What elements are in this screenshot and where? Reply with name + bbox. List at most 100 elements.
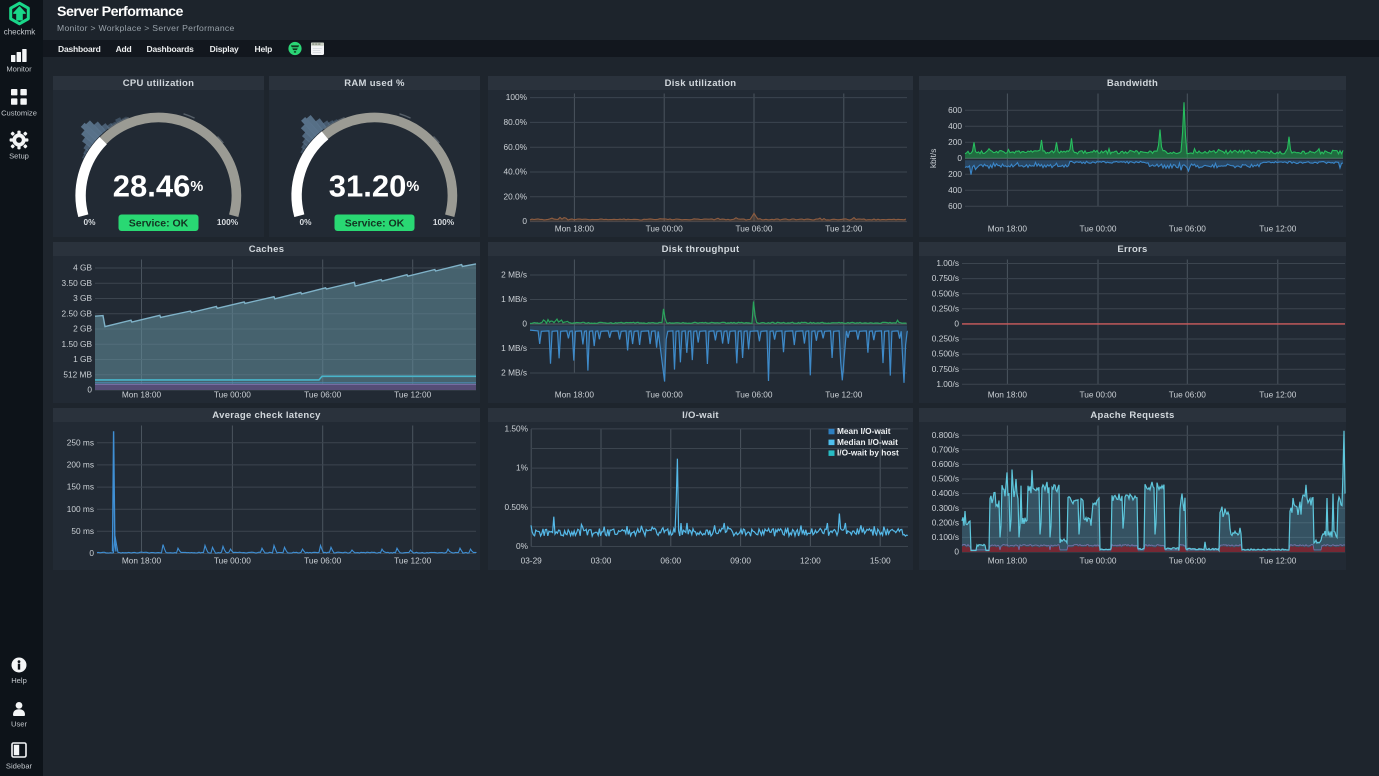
svg-text:28.46%: 28.46% bbox=[113, 169, 204, 204]
svg-text:0: 0 bbox=[957, 153, 962, 163]
svg-text:03:00: 03:00 bbox=[591, 556, 612, 566]
svg-text:3.50 GB: 3.50 GB bbox=[62, 278, 93, 288]
svg-text:0.750/s: 0.750/s bbox=[932, 273, 959, 283]
svg-text:3 GB: 3 GB bbox=[73, 293, 92, 303]
svg-text:512 MB: 512 MB bbox=[63, 369, 92, 379]
svg-text:Tue 12:00: Tue 12:00 bbox=[1259, 390, 1296, 400]
svg-text:Tue 12:00: Tue 12:00 bbox=[394, 556, 431, 566]
svg-text:Mon 18:00: Mon 18:00 bbox=[122, 556, 162, 566]
svg-text:0.700/s: 0.700/s bbox=[932, 444, 959, 454]
svg-text:100%: 100% bbox=[433, 217, 455, 227]
svg-text:20.0%: 20.0% bbox=[503, 191, 527, 201]
svg-text:0.400/s: 0.400/s bbox=[932, 488, 959, 498]
svg-text:2 GB: 2 GB bbox=[73, 324, 92, 334]
svg-text:Mon 18:00: Mon 18:00 bbox=[988, 390, 1028, 400]
svg-text:Tue 06:00: Tue 06:00 bbox=[1169, 224, 1206, 234]
svg-text:1 GB: 1 GB bbox=[73, 354, 92, 364]
svg-text:Setup: Setup bbox=[9, 152, 29, 161]
svg-text:1.00/s: 1.00/s bbox=[936, 379, 959, 389]
svg-text:Tue 06:00: Tue 06:00 bbox=[735, 390, 772, 400]
svg-text:Tue 12:00: Tue 12:00 bbox=[1259, 224, 1296, 234]
svg-text:Tue 00:00: Tue 00:00 bbox=[1079, 224, 1116, 234]
svg-text:Mon 18:00: Mon 18:00 bbox=[555, 224, 595, 234]
svg-text:0.500/s: 0.500/s bbox=[932, 288, 959, 298]
svg-text:150 ms: 150 ms bbox=[67, 482, 94, 492]
svg-text:400: 400 bbox=[948, 185, 962, 195]
svg-text:Tue 12:00: Tue 12:00 bbox=[825, 390, 862, 400]
svg-text:0%: 0% bbox=[300, 217, 313, 227]
svg-text:0.250/s: 0.250/s bbox=[932, 303, 959, 313]
svg-text:Tue 06:00: Tue 06:00 bbox=[304, 390, 341, 400]
svg-text:Tue 00:00: Tue 00:00 bbox=[214, 556, 251, 566]
svg-text:Mon 18:00: Mon 18:00 bbox=[988, 224, 1028, 234]
svg-text:100%: 100% bbox=[217, 217, 239, 227]
svg-text:0%: 0% bbox=[84, 217, 97, 227]
svg-text:I/O-wait by host: I/O-wait by host bbox=[837, 448, 899, 458]
svg-text:Sidebar: Sidebar bbox=[6, 762, 33, 771]
svg-text:06:00: 06:00 bbox=[660, 556, 681, 566]
svg-text:Help: Help bbox=[11, 676, 27, 685]
svg-text:Mon 18:00: Mon 18:00 bbox=[122, 390, 162, 400]
svg-text:Mean I/O-wait: Mean I/O-wait bbox=[837, 426, 891, 436]
svg-text:1.50 GB: 1.50 GB bbox=[62, 339, 93, 349]
svg-text:400: 400 bbox=[948, 121, 962, 131]
svg-text:09:00: 09:00 bbox=[730, 556, 751, 566]
svg-text:0.250/s: 0.250/s bbox=[932, 334, 959, 344]
svg-text:0.100/s: 0.100/s bbox=[932, 532, 959, 542]
svg-text:200 ms: 200 ms bbox=[67, 460, 94, 470]
svg-text:Tue 12:00: Tue 12:00 bbox=[825, 224, 862, 234]
svg-text:Tue 06:00: Tue 06:00 bbox=[1169, 556, 1206, 566]
svg-text:1.00/s: 1.00/s bbox=[936, 258, 959, 268]
svg-text:250 ms: 250 ms bbox=[67, 437, 94, 447]
svg-text:Tue 00:00: Tue 00:00 bbox=[1079, 390, 1116, 400]
svg-text:200: 200 bbox=[948, 137, 962, 147]
svg-text:0: 0 bbox=[954, 319, 959, 329]
svg-text:Service: OK: Service: OK bbox=[345, 218, 405, 230]
svg-text:Tue 00:00: Tue 00:00 bbox=[646, 224, 683, 234]
svg-text:Tue 12:00: Tue 12:00 bbox=[1259, 556, 1296, 566]
svg-text:200: 200 bbox=[948, 169, 962, 179]
svg-text:Tue 06:00: Tue 06:00 bbox=[1169, 390, 1206, 400]
svg-text:0.500/s: 0.500/s bbox=[932, 349, 959, 359]
svg-text:checkmk: checkmk bbox=[4, 28, 37, 37]
svg-text:12:00: 12:00 bbox=[800, 556, 821, 566]
svg-text:100 ms: 100 ms bbox=[67, 504, 94, 514]
svg-text:2.50 GB: 2.50 GB bbox=[62, 308, 93, 318]
svg-text:0: 0 bbox=[522, 319, 527, 329]
svg-text:User: User bbox=[11, 720, 28, 729]
svg-text:1 MB/s: 1 MB/s bbox=[501, 294, 527, 304]
svg-text:60.0%: 60.0% bbox=[503, 142, 527, 152]
svg-text:kbit/s: kbit/s bbox=[928, 149, 938, 168]
svg-text:0.750/s: 0.750/s bbox=[932, 364, 959, 374]
svg-text:15:00: 15:00 bbox=[870, 556, 891, 566]
svg-text:4 GB: 4 GB bbox=[73, 263, 92, 273]
svg-text:0.50%: 0.50% bbox=[504, 502, 528, 512]
svg-text:0: 0 bbox=[522, 216, 527, 226]
svg-text:Customize: Customize bbox=[1, 109, 37, 118]
svg-text:80.0%: 80.0% bbox=[503, 117, 527, 127]
svg-text:0.600/s: 0.600/s bbox=[932, 459, 959, 469]
svg-text:Mon 18:00: Mon 18:00 bbox=[988, 556, 1028, 566]
svg-text:0.200/s: 0.200/s bbox=[932, 517, 959, 527]
svg-text:600: 600 bbox=[948, 201, 962, 211]
svg-text:Tue 06:00: Tue 06:00 bbox=[735, 224, 772, 234]
svg-text:31.20%: 31.20% bbox=[329, 169, 420, 204]
svg-text:0.800/s: 0.800/s bbox=[932, 430, 959, 440]
svg-text:2 MB/s: 2 MB/s bbox=[501, 270, 527, 280]
svg-text:2 MB/s: 2 MB/s bbox=[501, 368, 527, 378]
svg-text:100%: 100% bbox=[506, 92, 528, 102]
svg-text:Tue 06:00: Tue 06:00 bbox=[304, 556, 341, 566]
svg-text:0: 0 bbox=[954, 547, 959, 557]
svg-text:40.0%: 40.0% bbox=[503, 167, 527, 177]
svg-text:0.300/s: 0.300/s bbox=[932, 503, 959, 513]
svg-text:Tue 00:00: Tue 00:00 bbox=[1079, 556, 1116, 566]
svg-text:Mon 18:00: Mon 18:00 bbox=[555, 390, 595, 400]
svg-text:Monitor: Monitor bbox=[6, 65, 32, 74]
svg-text:1.50%: 1.50% bbox=[504, 424, 528, 434]
svg-text:0: 0 bbox=[89, 548, 94, 558]
svg-text:Tue 00:00: Tue 00:00 bbox=[214, 390, 251, 400]
svg-text:1%: 1% bbox=[516, 463, 529, 473]
svg-text:Tue 12:00: Tue 12:00 bbox=[394, 390, 431, 400]
svg-text:0%: 0% bbox=[516, 541, 529, 551]
svg-text:600: 600 bbox=[948, 105, 962, 115]
